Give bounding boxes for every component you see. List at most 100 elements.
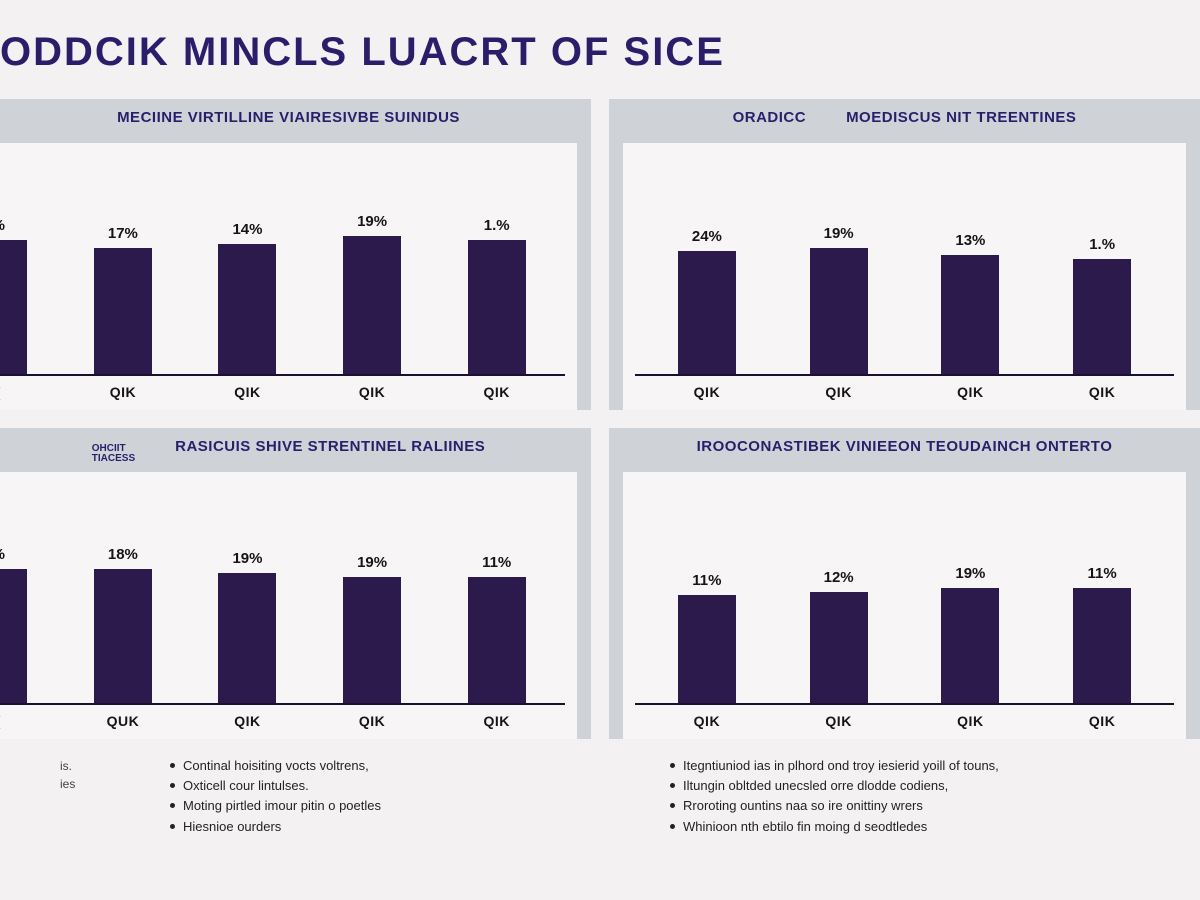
bar-wrap: % (0, 151, 61, 374)
x-tick-label: QUK (61, 713, 186, 729)
panel-subtitle: MOEDISCUS NIT TREENTINES (846, 109, 1076, 126)
bar (941, 255, 999, 374)
chart-area: %18%19%19%11%(QUKQIKQIKQIK (0, 472, 577, 739)
bar (1073, 588, 1131, 703)
bar-wrap: % (0, 480, 61, 703)
x-tick-label: QIK (61, 384, 186, 400)
x-tick-label: ( (0, 384, 61, 400)
x-tick-label: QIK (641, 713, 773, 729)
footer-bullet: Hiesnioe ourders (170, 818, 640, 836)
xaxis-row: QIKQIKQIKQIK (635, 376, 1174, 400)
bar (678, 251, 736, 374)
xaxis-row: (QIKQIKQIKQIK (0, 376, 565, 400)
x-tick-label: QIK (641, 384, 773, 400)
bar-value-label: 19% (955, 565, 985, 582)
bullet-icon (670, 763, 675, 768)
bar-wrap: 12% (773, 480, 905, 703)
xaxis-row: QIKQIKQIKQIK (635, 705, 1174, 729)
bar-value-label: 11% (482, 554, 511, 571)
bar-wrap: 1.% (1036, 151, 1168, 374)
chart-area: 11% 12% 19% 11%QIKQIKQIKQIK (623, 472, 1186, 739)
bullet-icon (170, 803, 175, 808)
bar (343, 577, 401, 703)
bar (941, 588, 999, 703)
footer-bullet: Moting pirtled imour pitin o poetles (170, 797, 640, 815)
chart-panel: MECIINE VIRTILLINE VIAIRESIVBE SUINIDUS%… (0, 99, 591, 410)
bar (343, 236, 401, 374)
bullet-icon (170, 763, 175, 768)
chart-grid: MECIINE VIRTILLINE VIAIRESIVBE SUINIDUS%… (0, 99, 1200, 739)
xaxis-row: (QUKQIKQIKQIK (0, 705, 565, 729)
footer-side-line: ies (60, 775, 140, 793)
footer-bullet-text: Rroroting ountins naa so ire onittiny wr… (683, 797, 923, 815)
bar-wrap: 11% (1036, 480, 1168, 703)
bar-wrap: 1.% (434, 151, 559, 374)
footer-bullet: Itegntiuniod ias in plhord ond troy iesi… (670, 757, 1140, 775)
chart-panel: OHCIITTIACESS RASICUIS SHIVE STRENTINEL R… (0, 428, 591, 739)
bar (468, 577, 526, 703)
x-tick-label: QIK (773, 713, 905, 729)
bar-value-label: 18% (108, 546, 138, 563)
bar-value-label: 19% (232, 550, 262, 567)
footer-bullet-text: Itegntiuniod ias in plhord ond troy iesi… (683, 757, 999, 775)
chart-area: 24%19%13%1.%QIKQIKQIKQIK (623, 143, 1186, 410)
x-tick-label: QIK (185, 384, 310, 400)
bar (810, 592, 868, 704)
bar-value-label: 17% (108, 225, 138, 242)
x-tick-label: QIK (185, 713, 310, 729)
bar-value-label: % (0, 217, 5, 234)
bar-value-label: 19% (357, 213, 387, 230)
footer-bullet: Oxticell cour lintulses. (170, 777, 640, 795)
bar (0, 240, 27, 374)
footer-bullet-text: Oxticell cour lintulses. (183, 777, 309, 795)
bullet-icon (670, 824, 675, 829)
footer-notes: is.ies Continal hoisiting vocts voltrens… (0, 739, 1200, 838)
bar-wrap: 11% (434, 480, 559, 703)
bar-value-label: 1.% (484, 217, 510, 234)
bullet-icon (670, 803, 675, 808)
bar (218, 244, 276, 374)
footer-bullet-text: Whinioon nth ebtilo fin moing d seodtled… (683, 818, 927, 836)
bar-value-label: 13% (955, 232, 985, 249)
bar-wrap: 11% (641, 480, 773, 703)
x-tick-label: QIK (310, 713, 435, 729)
bar (810, 248, 868, 374)
x-tick-label: QIK (434, 713, 559, 729)
panel-header: ORADICC MOEDISCUS NIT TREENTINES (623, 109, 1186, 137)
footer-bullet: Rroroting ountins naa so ire onittiny wr… (670, 797, 1140, 815)
footer-side-line: is. (60, 757, 140, 775)
bars-row: %18%19%19%11% (0, 480, 565, 705)
panel-title: ORADICC (733, 109, 807, 126)
bar-value-label: % (0, 546, 5, 563)
panel-logo: OHCIITTIACESS (92, 444, 135, 464)
bars-row: 24% 19% 13% 1.% (635, 151, 1174, 376)
bar (468, 240, 526, 374)
x-tick-label: QIK (773, 384, 905, 400)
bar-value-label: 24% (692, 228, 722, 245)
panel-title: MECIINE VIRTILLINE VIAIRESIVBE SUINIDUS (117, 109, 460, 126)
bars-row: %17%14%19%1.% (0, 151, 565, 376)
x-tick-label: QIK (310, 384, 435, 400)
x-tick-label: QIK (905, 384, 1037, 400)
footer-bullet-text: Hiesnioe ourders (183, 818, 281, 836)
x-tick-label: QIK (905, 713, 1037, 729)
page-title: ODDCIK MINCLS LUACRT OF SICE (0, 30, 1200, 75)
bullet-icon (170, 783, 175, 788)
bars-row: 11% 12% 19% 11% (635, 480, 1174, 705)
bar (218, 573, 276, 703)
bar-wrap: 13% (905, 151, 1037, 374)
panel-header: OHCIITTIACESS RASICUIS SHIVE STRENTINEL R… (0, 438, 577, 466)
footer-bullet: Iltungin obltded unecsled orre dlodde co… (670, 777, 1140, 795)
chart-panel: ORADICC MOEDISCUS NIT TREENTINES 24% 19% 13%… (609, 99, 1200, 410)
bar (0, 569, 27, 703)
panel-title: RASICUIS SHIVE STRENTINEL RALIINES (175, 438, 485, 455)
x-tick-label: QIK (1036, 384, 1168, 400)
bar (678, 595, 736, 703)
bar-value-label: 12% (824, 569, 854, 586)
bar-wrap: 19% (185, 480, 310, 703)
panel-header: MECIINE VIRTILLINE VIAIRESIVBE SUINIDUS (0, 109, 577, 137)
footer-bullet-text: Iltungin obltded unecsled orre dlodde co… (683, 777, 948, 795)
footer-bullet-text: Continal hoisiting vocts voltrens, (183, 757, 369, 775)
x-tick-label: QIK (434, 384, 559, 400)
bar-wrap: 19% (773, 151, 905, 374)
